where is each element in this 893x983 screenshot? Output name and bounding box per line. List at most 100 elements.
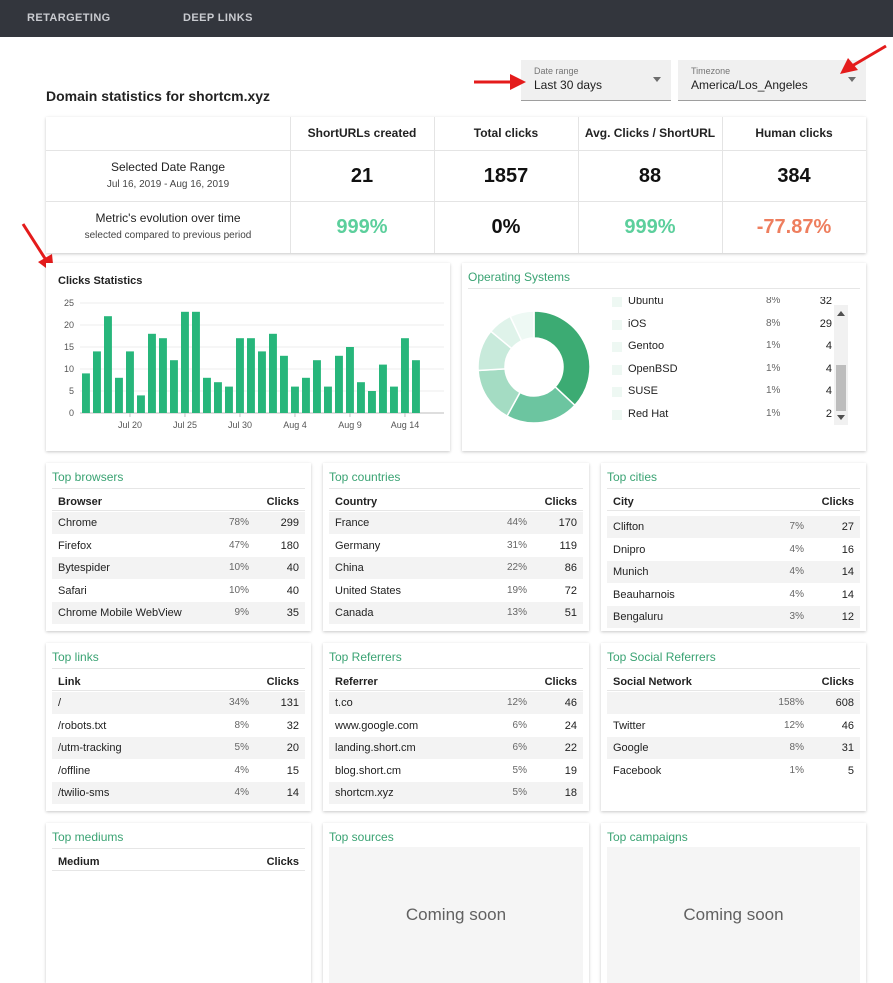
bar[interactable] xyxy=(379,364,387,413)
table-row[interactable]: /utm-tracking 5% 20 xyxy=(52,737,305,759)
table-row[interactable]: t.co 12% 46 xyxy=(329,692,583,714)
table-row[interactable]: /offline 4% 15 xyxy=(52,760,305,782)
bar[interactable] xyxy=(148,333,156,413)
x-tick-label: Jul 20 xyxy=(118,420,142,430)
bar[interactable] xyxy=(104,316,112,413)
table-row[interactable]: Twitter 12% 46 xyxy=(607,715,860,737)
bar[interactable] xyxy=(214,382,222,413)
summary-table: ShortURLs created Total clicks Avg. Clic… xyxy=(46,117,866,253)
bar[interactable] xyxy=(335,355,343,413)
bar[interactable] xyxy=(302,377,310,413)
row-clicks: 35 xyxy=(286,607,299,619)
row-percent: 19% xyxy=(506,584,527,596)
bar[interactable] xyxy=(291,386,299,413)
col-total-clicks: Total clicks xyxy=(473,126,539,140)
table-row[interactable]: /robots.txt 8% 32 xyxy=(52,715,305,737)
table-row[interactable]: Facebook 1% 5 xyxy=(607,760,860,782)
row-percent: 158% xyxy=(778,697,804,708)
table-row[interactable]: Clifton 7% 27 xyxy=(607,516,860,538)
os-row[interactable]: Red Hat 1% 2 xyxy=(612,404,832,426)
os-row[interactable]: Ubuntu 8% 32 xyxy=(612,297,832,313)
date-range-value: Last 30 days xyxy=(534,78,603,92)
table-row[interactable]: China 22% 86 xyxy=(329,557,583,579)
table-row[interactable]: shortcm.xyz 5% 18 xyxy=(329,782,583,804)
bar[interactable] xyxy=(170,360,178,413)
bar[interactable] xyxy=(280,355,288,413)
table-col-label: Social Network xyxy=(613,676,692,688)
donut-slice[interactable] xyxy=(533,310,591,407)
bar[interactable] xyxy=(82,373,90,413)
bar[interactable] xyxy=(390,386,398,413)
human-clicks-value: 384 xyxy=(777,165,811,187)
table-row[interactable]: Google 8% 31 xyxy=(607,737,860,759)
table-row[interactable]: / 34% 131 xyxy=(52,692,305,714)
nav-deep-links[interactable]: DEEP LINKS xyxy=(183,12,253,24)
table-row[interactable]: United States 19% 72 xyxy=(329,580,583,602)
table-row[interactable]: France 44% 170 xyxy=(329,512,583,534)
bar[interactable] xyxy=(313,360,321,413)
table-row[interactable]: Chrome 78% 299 xyxy=(52,512,305,534)
os-list[interactable]: Ubuntu 8% 32 iOS 8% 29 Gentoo 1% 4 OpenBSD 1% 4 SUSE… xyxy=(462,297,852,429)
legend-swatch xyxy=(612,297,622,307)
bar[interactable] xyxy=(368,391,376,413)
bar[interactable] xyxy=(258,351,266,413)
bar[interactable] xyxy=(247,338,255,413)
table-row[interactable]: Beauharnois 4% 14 xyxy=(607,584,860,606)
table-row[interactable]: Safari 10% 40 xyxy=(52,580,305,602)
bar[interactable] xyxy=(225,386,233,413)
x-tick-label: Aug 4 xyxy=(283,420,307,430)
bar[interactable] xyxy=(324,386,332,413)
table-row[interactable]: Bytespider 10% 40 xyxy=(52,557,305,579)
table-row[interactable]: Canada 13% 51 xyxy=(329,602,583,624)
table-row[interactable]: www.google.com 6% 24 xyxy=(329,715,583,737)
row-clicks: 131 xyxy=(280,697,299,709)
bar[interactable] xyxy=(137,395,145,413)
bar[interactable] xyxy=(269,333,277,413)
bar[interactable] xyxy=(236,338,244,413)
bar[interactable] xyxy=(203,377,211,413)
table-row[interactable]: Dnipro 4% 16 xyxy=(607,539,860,561)
table-row[interactable]: Firefox 47% 180 xyxy=(52,535,305,557)
os-name: SUSE xyxy=(628,385,658,397)
bar[interactable] xyxy=(401,338,409,413)
date-range-select[interactable]: Date range Last 30 days xyxy=(521,60,671,101)
top-sources-title: Top sources xyxy=(329,830,394,844)
table-row[interactable]: 158% 608 xyxy=(607,692,860,714)
timezone-select[interactable]: Timezone America/Los_Angeles xyxy=(678,60,866,101)
table-row[interactable]: blog.short.cm 5% 19 xyxy=(329,760,583,782)
table-row[interactable]: landing.short.cm 6% 22 xyxy=(329,737,583,759)
os-scrollbar[interactable] xyxy=(834,305,848,425)
os-row[interactable]: iOS 8% 29 xyxy=(612,314,832,336)
table-row[interactable]: Munich 4% 14 xyxy=(607,561,860,583)
scroll-down-icon[interactable] xyxy=(837,415,845,420)
shorturls-evolution: 999% xyxy=(336,216,388,238)
table-row[interactable]: /twilio-sms 4% 14 xyxy=(52,782,305,804)
operating-systems-card: Operating Systems Ubuntu 8% 32 iOS 8% 29 Gento… xyxy=(462,263,866,451)
row-name: Canada xyxy=(335,607,374,619)
bar[interactable] xyxy=(93,351,101,413)
table-row[interactable]: Chrome Mobile WebView 9% 35 xyxy=(52,602,305,624)
y-tick-label: 15 xyxy=(64,342,74,352)
scroll-up-icon[interactable] xyxy=(837,311,845,316)
donut-slice[interactable] xyxy=(509,310,535,342)
table-col-clicks: Clicks xyxy=(266,676,299,688)
bar[interactable] xyxy=(126,351,134,413)
scroll-thumb[interactable] xyxy=(836,365,846,411)
os-row[interactable]: SUSE 1% 4 xyxy=(612,381,832,403)
bar[interactable] xyxy=(412,360,420,413)
bar[interactable] xyxy=(159,338,167,413)
bar[interactable] xyxy=(115,377,123,413)
table-row[interactable]: Germany 31% 119 xyxy=(329,535,583,557)
nav-retargeting[interactable]: RETARGETING xyxy=(27,12,111,24)
clicks-statistics-card: Clicks Statistics 0 5 10 15 20 25 Jul 20 Jul 25… xyxy=(46,263,450,451)
bar[interactable] xyxy=(357,382,365,413)
os-row[interactable]: OpenBSD 1% 4 xyxy=(612,359,832,381)
bar[interactable] xyxy=(181,311,189,413)
top-campaigns-title: Top campaigns xyxy=(607,830,688,844)
bar[interactable] xyxy=(346,347,354,413)
col-human-clicks: Human clicks xyxy=(755,126,833,140)
table-row[interactable]: Bengaluru 3% 12 xyxy=(607,606,860,628)
legend-swatch xyxy=(612,319,622,330)
os-row[interactable]: Gentoo 1% 4 xyxy=(612,336,832,358)
bar[interactable] xyxy=(192,311,200,413)
